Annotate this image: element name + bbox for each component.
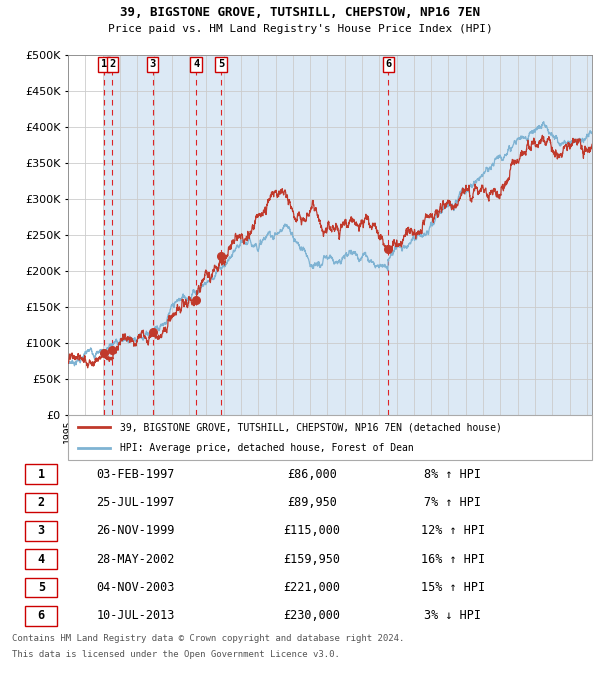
Text: £115,000: £115,000 xyxy=(283,524,340,537)
Text: 15% ↑ HPI: 15% ↑ HPI xyxy=(421,581,485,594)
Bar xyxy=(388,55,592,415)
Text: £89,950: £89,950 xyxy=(287,496,337,509)
Text: 10-JUL-2013: 10-JUL-2013 xyxy=(96,609,175,622)
Text: 16% ↑ HPI: 16% ↑ HPI xyxy=(421,553,485,566)
Bar xyxy=(196,55,221,415)
FancyBboxPatch shape xyxy=(25,549,58,569)
Bar xyxy=(221,55,388,415)
Text: HPI: Average price, detached house, Forest of Dean: HPI: Average price, detached house, Fore… xyxy=(121,443,414,453)
Text: 3: 3 xyxy=(38,524,45,537)
Text: 3% ↓ HPI: 3% ↓ HPI xyxy=(424,609,481,622)
Text: £221,000: £221,000 xyxy=(283,581,340,594)
Text: 12% ↑ HPI: 12% ↑ HPI xyxy=(421,524,485,537)
FancyBboxPatch shape xyxy=(25,492,58,513)
Text: This data is licensed under the Open Government Licence v3.0.: This data is licensed under the Open Gov… xyxy=(12,650,340,659)
Text: 8% ↑ HPI: 8% ↑ HPI xyxy=(424,468,481,481)
Text: 7% ↑ HPI: 7% ↑ HPI xyxy=(424,496,481,509)
FancyBboxPatch shape xyxy=(25,577,58,598)
Text: £86,000: £86,000 xyxy=(287,468,337,481)
Text: 26-NOV-1999: 26-NOV-1999 xyxy=(96,524,175,537)
Text: 39, BIGSTONE GROVE, TUTSHILL, CHEPSTOW, NP16 7EN (detached house): 39, BIGSTONE GROVE, TUTSHILL, CHEPSTOW, … xyxy=(121,422,502,432)
Text: Contains HM Land Registry data © Crown copyright and database right 2024.: Contains HM Land Registry data © Crown c… xyxy=(12,634,404,643)
Text: Price paid vs. HM Land Registry's House Price Index (HPI): Price paid vs. HM Land Registry's House … xyxy=(107,24,493,34)
Bar xyxy=(104,55,112,415)
FancyBboxPatch shape xyxy=(25,464,58,484)
Text: 5: 5 xyxy=(38,581,45,594)
FancyBboxPatch shape xyxy=(68,415,592,460)
Text: 6: 6 xyxy=(38,609,45,622)
Text: 6: 6 xyxy=(385,59,391,69)
Text: 2: 2 xyxy=(109,59,115,69)
FancyBboxPatch shape xyxy=(25,521,58,541)
FancyBboxPatch shape xyxy=(25,606,58,626)
Text: 04-NOV-2003: 04-NOV-2003 xyxy=(96,581,175,594)
Text: 4: 4 xyxy=(193,59,199,69)
Bar xyxy=(153,55,196,415)
Text: 4: 4 xyxy=(38,553,45,566)
Text: 2: 2 xyxy=(38,496,45,509)
Text: £230,000: £230,000 xyxy=(283,609,340,622)
Bar xyxy=(112,55,153,415)
Text: 3: 3 xyxy=(149,59,156,69)
Text: £159,950: £159,950 xyxy=(283,553,340,566)
Text: 5: 5 xyxy=(218,59,224,69)
Text: 39, BIGSTONE GROVE, TUTSHILL, CHEPSTOW, NP16 7EN: 39, BIGSTONE GROVE, TUTSHILL, CHEPSTOW, … xyxy=(120,6,480,19)
Text: 25-JUL-1997: 25-JUL-1997 xyxy=(96,496,175,509)
Text: 1: 1 xyxy=(101,59,107,69)
Text: 28-MAY-2002: 28-MAY-2002 xyxy=(96,553,175,566)
Text: 1: 1 xyxy=(38,468,45,481)
Text: 03-FEB-1997: 03-FEB-1997 xyxy=(96,468,175,481)
